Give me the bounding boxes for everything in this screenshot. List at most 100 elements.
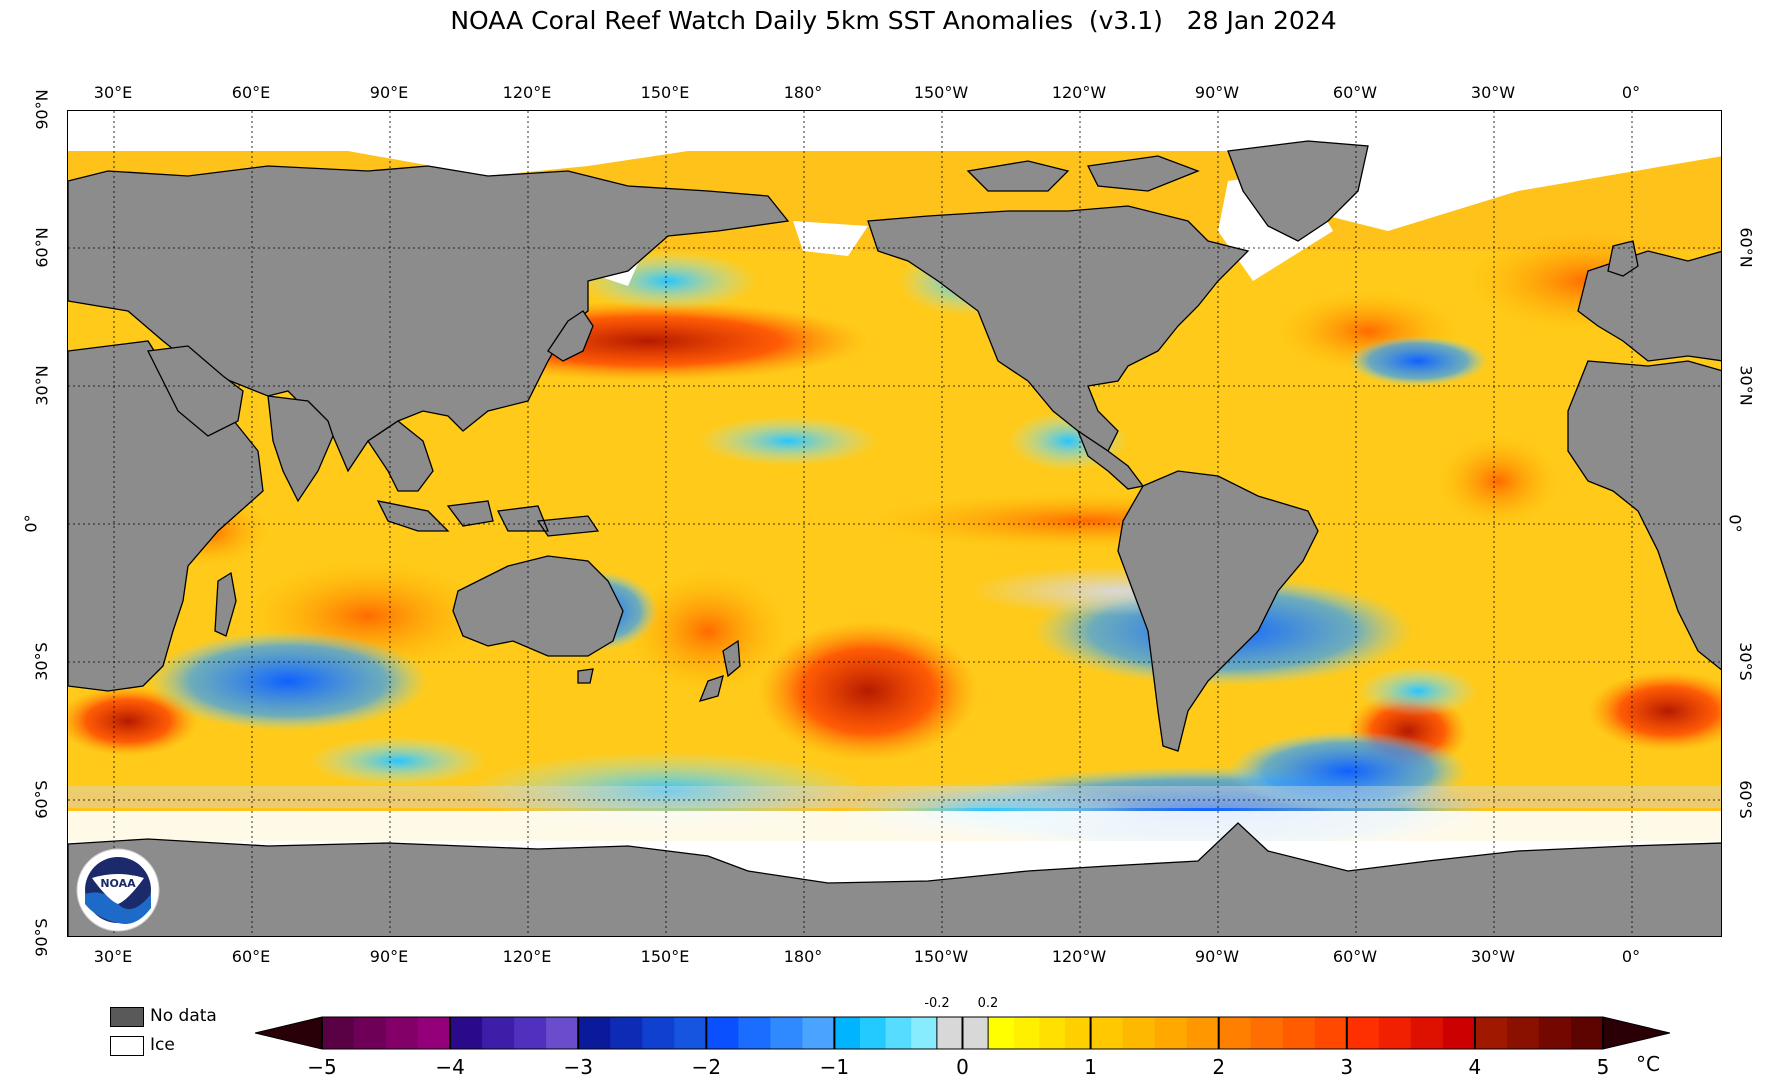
lon-top-label-11: 0° xyxy=(1621,83,1641,102)
colorbar-segment-7-2 xyxy=(1039,1017,1066,1049)
colorbar-segment-10-0 xyxy=(1346,1017,1380,1049)
colorbar-segment-3-1 xyxy=(738,1017,771,1049)
lat-right-label-4: 60°S xyxy=(1735,780,1755,819)
lon-top-label-10: 30°W xyxy=(1470,83,1516,102)
lon-top-label-6: 150°W xyxy=(913,83,969,102)
colorbar-tick-label-2: −3 xyxy=(563,1055,593,1079)
colorbar-segment-4-2 xyxy=(885,1017,912,1049)
colorbar-segment-9-1 xyxy=(1250,1017,1284,1049)
colorbar-segment-10-2 xyxy=(1410,1017,1444,1049)
colorbar-tick-label-1: −4 xyxy=(435,1055,465,1079)
lon-top-label-0: 30°E xyxy=(93,83,133,102)
map-title: NOAA Coral Reef Watch Daily 5km SST Anom… xyxy=(450,6,1337,35)
lat-left-label-1: 60°N xyxy=(32,227,52,268)
lat-left-label-6: 90°S xyxy=(31,918,51,957)
british-isles-land xyxy=(1607,240,1639,277)
lon-bottom-label-8: 90°W xyxy=(1194,947,1240,966)
antarctica-land xyxy=(68,822,1721,936)
colorbar-segment-2-0 xyxy=(578,1017,611,1049)
lon-bottom-label-1: 60°E xyxy=(231,947,271,966)
colorbar-segment-0-1 xyxy=(354,1017,387,1049)
colorbar-segment-4-3 xyxy=(911,1017,938,1049)
australia-land xyxy=(452,555,624,657)
colorbar-segment-4-0 xyxy=(834,1017,861,1049)
tasmania-land xyxy=(577,668,594,684)
colorbar-segment-11-3 xyxy=(1570,1017,1604,1049)
colorbar-segment-4-1 xyxy=(860,1017,887,1049)
land-masses xyxy=(68,140,1721,936)
colorbar-segment-0-0 xyxy=(322,1017,355,1049)
colorbar-tick-label-7: 2 xyxy=(1212,1055,1226,1079)
lon-top-label-3: 120°E xyxy=(502,83,552,102)
japan-land xyxy=(547,310,594,362)
colorbar-tick-label-4: −1 xyxy=(819,1055,850,1079)
lon-top-label-5: 180° xyxy=(783,83,823,102)
colorbar-segment-11-0 xyxy=(1474,1017,1508,1049)
europe-land xyxy=(1577,250,1721,362)
lon-top-label-2: 90°E xyxy=(369,83,409,102)
colorbar-tick-label-9: 4 xyxy=(1468,1055,1482,1079)
colorbar-segment-7-3 xyxy=(1064,1017,1092,1049)
graticule xyxy=(68,111,1721,936)
lat-right-label-0: 60°N xyxy=(1736,227,1756,268)
colorbar-segment-3-2 xyxy=(770,1017,803,1049)
colorbar-segment-7-1 xyxy=(1013,1017,1040,1049)
new-zealand-land xyxy=(698,639,741,702)
colorbar-tick-label-6: 1 xyxy=(1084,1055,1097,1079)
colorbar-segment-1-3 xyxy=(546,1017,579,1049)
colorbar-segment-11-1 xyxy=(1506,1017,1540,1049)
colorbar-segment-1-1 xyxy=(482,1017,515,1049)
greenland-land xyxy=(1227,140,1369,242)
indochina-land xyxy=(367,420,434,492)
colorbar-segment-10-3 xyxy=(1442,1017,1476,1049)
lon-top-label-1: 60°E xyxy=(231,83,271,102)
svg-text:NOAA: NOAA xyxy=(100,877,136,890)
colorbar-min-arrow xyxy=(255,1017,322,1049)
legend-no-data-label: No data xyxy=(150,1006,217,1026)
lat-right-label-1: 30°N xyxy=(1736,365,1756,406)
lon-top-label-7: 120°W xyxy=(1051,83,1107,102)
colorbar-segment-9-3 xyxy=(1314,1017,1348,1049)
colorbar-segment-7-0 xyxy=(988,1017,1015,1049)
colorbar-segment-6-0 xyxy=(962,1017,989,1049)
west-africa-land xyxy=(1567,360,1721,671)
lon-bottom-label-2: 90°E xyxy=(369,947,409,966)
lat-right-label-3: 30°S xyxy=(1735,642,1755,681)
colorbar-segment-10-1 xyxy=(1378,1017,1412,1049)
lon-bottom-label-3: 120°E xyxy=(502,947,552,966)
colorbar-segment-2-1 xyxy=(610,1017,643,1049)
lon-bottom-label-7: 120°W xyxy=(1051,947,1107,966)
lat-right-label-2: 0° xyxy=(1725,514,1745,533)
colorbar-tick-label-3: −2 xyxy=(691,1055,722,1079)
colorbar-segment-8-2 xyxy=(1154,1017,1188,1049)
colorbar-segment-5-0 xyxy=(936,1017,963,1049)
lon-bottom-label-10: 30°W xyxy=(1470,947,1516,966)
lon-bottom-label-11: 0° xyxy=(1621,947,1641,966)
colorbar xyxy=(254,1013,1671,1053)
colorbar-segment-8-0 xyxy=(1090,1017,1124,1049)
colorbar-segment-2-3 xyxy=(674,1017,707,1049)
colorbar-segment-3-3 xyxy=(802,1017,835,1049)
lon-bottom-label-0: 30°E xyxy=(93,947,133,966)
colorbar-max-arrow xyxy=(1603,1017,1670,1049)
lon-bottom-label-6: 150°W xyxy=(913,947,969,966)
colorbar-label-pos-0-2: 0.2 xyxy=(977,996,999,1011)
lat-left-label-0: 90°N xyxy=(32,89,52,130)
colorbar-segment-0-2 xyxy=(386,1017,419,1049)
arabia-land xyxy=(147,345,244,437)
lon-bottom-label-5: 180° xyxy=(783,947,823,966)
lat-left-label-2: 30°N xyxy=(32,365,52,406)
colorbar-label-neg-0-2: -0.2 xyxy=(924,996,950,1011)
colorbar-segment-8-3 xyxy=(1186,1017,1220,1049)
lon-top-label-4: 150°E xyxy=(640,83,690,102)
colorbar-segment-9-0 xyxy=(1218,1017,1252,1049)
colorbar-tick-label-10: 5 xyxy=(1596,1055,1610,1079)
colorbar-tick-label-8: 3 xyxy=(1340,1055,1354,1079)
colorbar-segment-2-2 xyxy=(642,1017,675,1049)
colorbar-tick-label-5: 0 xyxy=(956,1055,969,1079)
colorbar-tick-label-0: −5 xyxy=(307,1055,337,1079)
colorbar-segment-3-0 xyxy=(706,1017,739,1049)
north-america-land xyxy=(867,205,1250,452)
lon-bottom-label-9: 60°W xyxy=(1332,947,1378,966)
arctic-islands-land xyxy=(966,155,1200,192)
